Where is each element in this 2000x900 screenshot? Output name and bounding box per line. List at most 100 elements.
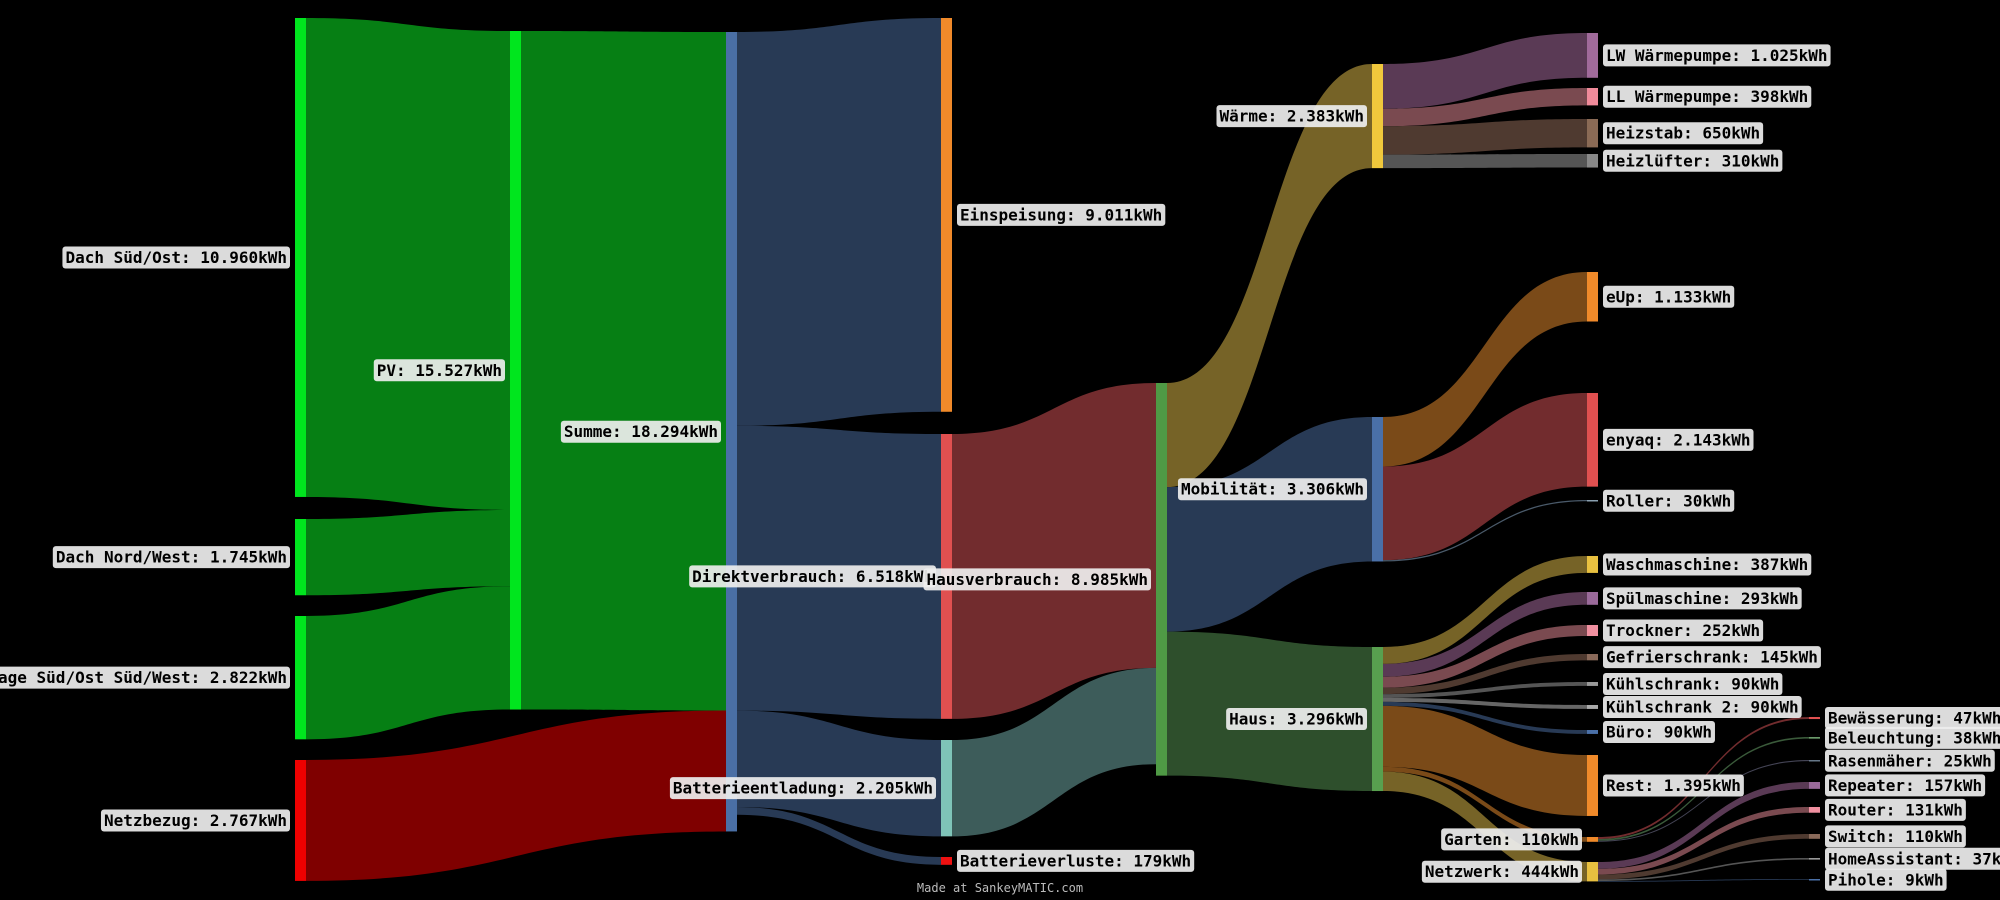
node-label: Bewässerung: 47kWh [1828,709,2000,728]
link [737,710,941,837]
node-label: Büro: 90kWh [1606,722,1712,741]
link [737,18,941,426]
link [1383,766,1587,842]
link [1598,782,1809,869]
link [1383,272,1587,467]
node-label: Einspeisung: 9.011kWh [960,205,1162,224]
node [1809,737,1820,739]
label-box [1603,720,1715,743]
node-label: PV: 15.527kWh [377,361,502,380]
node-label: Router: 131kWh [1828,800,1963,819]
link [1383,654,1587,695]
node-label: Waschmaschine: 387kWh [1606,555,1808,574]
nodes [295,18,1820,882]
node-label: Garten: 110kWh [1444,830,1579,849]
label-box [52,546,290,569]
node [1587,33,1598,78]
link [1383,697,1587,709]
node-label: Heizstab: 650kWh [1606,124,1760,143]
label-box [1603,489,1735,512]
node [295,519,306,596]
label-box [1603,619,1764,642]
label-box [1177,478,1367,501]
link [1383,119,1587,155]
node-label: Gefrierschrank: 145kWh [1606,648,1818,667]
node [1587,862,1598,882]
link [737,806,941,865]
label-box [1421,860,1582,883]
label-box [1603,285,1735,308]
node-label: Rasenmäher: 25kWh [1828,751,1992,770]
node [1587,654,1598,661]
node-label: Dach Süd/Ost: 10.960kWh [65,248,287,267]
node [295,760,306,881]
link [1383,154,1587,169]
link [1598,879,1809,882]
node [1587,730,1598,734]
node [1587,556,1598,573]
label-box [1226,708,1367,731]
label-box [1441,828,1582,851]
node-label: Batterieverluste: 179kWh [960,851,1191,870]
link [952,667,1156,837]
node-label: Beleuchtung: 38kWh [1828,728,2000,747]
link [1167,64,1372,488]
link [1598,858,1809,882]
link [1383,625,1587,688]
footer: Made at SankeyMATIC.com [917,881,1083,895]
label-box [1603,44,1831,67]
node [1587,837,1598,842]
label-box [1603,149,1783,172]
node-label: Switch: 110kWh [1828,827,1963,846]
link [1383,771,1587,882]
link [1598,807,1809,875]
node [1587,119,1598,148]
link [1383,592,1587,677]
node [1809,879,1820,881]
node [1587,88,1598,106]
label-box [1825,825,1966,848]
node [1587,682,1598,686]
node-label: Kühlschrank 2: 90kWh [1606,697,1799,716]
link [1383,705,1587,816]
node [941,857,952,865]
link [1383,88,1587,127]
node-label: HomeAssistant: 37kWh [1828,849,2000,868]
node [1587,393,1598,487]
node [1809,782,1820,789]
label-box [62,246,290,269]
link [1598,834,1809,880]
link [521,31,726,711]
node-label: Summe: 18.294kWh [564,422,718,441]
label-box [1216,105,1367,128]
node [726,32,737,832]
label-box [1603,85,1812,108]
link [1383,33,1587,109]
label-box [1603,122,1764,145]
node-label: Mobilität: 3.306kWh [1181,480,1364,499]
label-box [1825,774,1986,797]
link [1383,556,1587,664]
node [1809,760,1820,762]
link [306,509,510,596]
link [1598,760,1809,842]
link [1383,701,1587,734]
node-label: Dach Nord/West: 1.745kWh [56,548,287,567]
node [1587,500,1598,502]
node-label: LL Wärmepumpe: 398kWh [1606,87,1808,106]
label-box [689,565,936,588]
link [952,383,1156,719]
node-label: Netzwerk: 444kWh [1425,862,1579,881]
node-label: Heizlüfter: 310kWh [1606,151,1779,170]
node [295,616,306,740]
node [1372,64,1383,169]
node-label: Batterieentladung: 2.205kWh [673,779,933,798]
node [1809,834,1820,839]
label-box [957,849,1195,872]
node [1156,383,1167,776]
label-box [1603,428,1754,451]
node-label: Direktverbrauch: 6.518kWh [692,567,933,586]
labels: Dach Süd/Ost: 10.960kWh Dach Nord/West: 1… [0,44,2000,891]
link [1383,393,1587,561]
